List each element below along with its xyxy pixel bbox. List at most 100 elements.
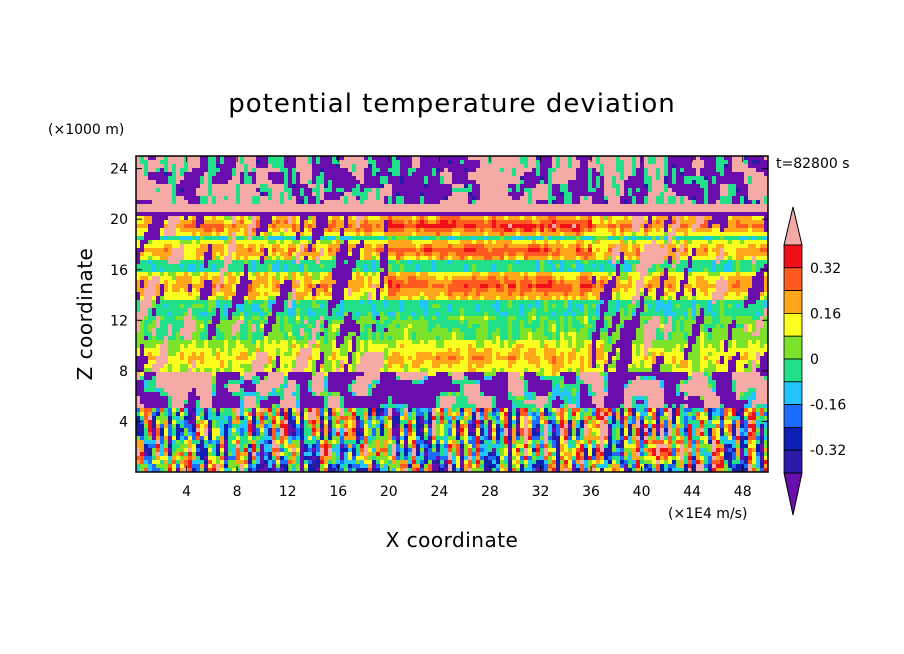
field-cell <box>180 216 185 221</box>
field-cell <box>380 264 385 269</box>
field-cell <box>452 208 457 213</box>
field-cell <box>280 160 285 165</box>
field-cell <box>448 216 453 221</box>
field-cell <box>744 220 749 225</box>
field-cell <box>232 176 237 181</box>
field-cell <box>500 216 505 221</box>
field-cell <box>320 228 325 233</box>
field-cell <box>564 180 569 185</box>
field-cell <box>420 276 425 281</box>
field-cell <box>440 236 445 241</box>
field-cell <box>616 268 621 273</box>
field-cell <box>448 192 453 197</box>
field-cell <box>484 212 489 217</box>
field-cell <box>584 216 589 221</box>
field-cell <box>444 168 449 173</box>
field-cell <box>484 260 489 265</box>
field-cell <box>608 196 613 201</box>
field-cell <box>572 196 577 201</box>
field-cell <box>252 224 257 229</box>
field-cell <box>264 172 269 177</box>
field-cell <box>240 244 245 249</box>
field-cell <box>564 248 569 253</box>
field-cell <box>232 224 237 229</box>
field-cell <box>376 240 381 245</box>
field-cell <box>556 264 561 269</box>
field-cell <box>416 168 421 173</box>
field-cell <box>156 168 161 173</box>
field-cell <box>228 220 233 225</box>
field-cell <box>172 272 177 277</box>
field-cell <box>496 280 501 285</box>
field-cell <box>736 264 741 269</box>
field-cell <box>404 240 409 245</box>
field-cell <box>520 240 525 245</box>
field-cell <box>416 184 421 189</box>
field-cell <box>492 156 497 161</box>
field-cell <box>372 188 377 193</box>
field-cell <box>172 200 177 205</box>
field-cell <box>136 164 141 169</box>
field-cell <box>164 184 169 189</box>
field-cell <box>436 212 441 217</box>
field-cell <box>512 196 517 201</box>
field-cell <box>344 208 349 213</box>
field-cell <box>684 164 689 169</box>
field-cell <box>516 212 521 217</box>
field-cell <box>756 244 761 249</box>
field-cell <box>488 232 493 237</box>
field-cell <box>480 208 485 213</box>
field-cell <box>552 232 557 237</box>
field-cell <box>440 256 445 261</box>
field-cell <box>540 168 545 173</box>
field-cell <box>460 216 465 221</box>
field-cell <box>524 232 529 237</box>
field-cell <box>352 156 357 161</box>
field-cell <box>756 256 761 261</box>
field-cell <box>444 156 449 161</box>
field-cell <box>280 172 285 177</box>
field-cell <box>700 268 705 273</box>
field-cell <box>396 168 401 173</box>
field-cell <box>708 160 713 165</box>
field-cell <box>584 260 589 265</box>
field-cell <box>520 164 525 169</box>
field-cell <box>576 272 581 277</box>
field-cell <box>564 192 569 197</box>
field-cell <box>268 188 273 193</box>
field-cell <box>664 168 669 173</box>
field-cell <box>616 208 621 213</box>
field-cell <box>656 260 661 265</box>
field-cell <box>248 188 253 193</box>
field-cell <box>476 248 481 253</box>
field-cell <box>200 256 205 261</box>
field-cell <box>396 204 401 209</box>
field-cell <box>468 244 473 249</box>
field-cell <box>232 264 237 269</box>
field-cell <box>364 224 369 229</box>
field-cell <box>144 276 149 281</box>
field-cell <box>232 220 237 225</box>
field-cell <box>368 212 373 217</box>
field-cell <box>196 244 201 249</box>
field-cell <box>528 240 533 245</box>
field-cell <box>544 268 549 273</box>
field-cell <box>416 280 421 285</box>
field-cell <box>644 212 649 217</box>
field-cell <box>476 256 481 261</box>
field-cell <box>400 240 405 245</box>
field-cell <box>540 164 545 169</box>
field-cell <box>440 176 445 181</box>
field-cell <box>180 268 185 273</box>
field-cell <box>248 256 253 261</box>
field-cell <box>156 180 161 185</box>
field-cell <box>232 180 237 185</box>
field-cell <box>564 200 569 205</box>
field-cell <box>688 220 693 225</box>
field-cell <box>632 184 637 189</box>
field-cell <box>372 184 377 189</box>
field-cell <box>240 224 245 229</box>
field-cell <box>364 156 369 161</box>
field-cell <box>660 272 665 277</box>
field-cell <box>564 168 569 173</box>
